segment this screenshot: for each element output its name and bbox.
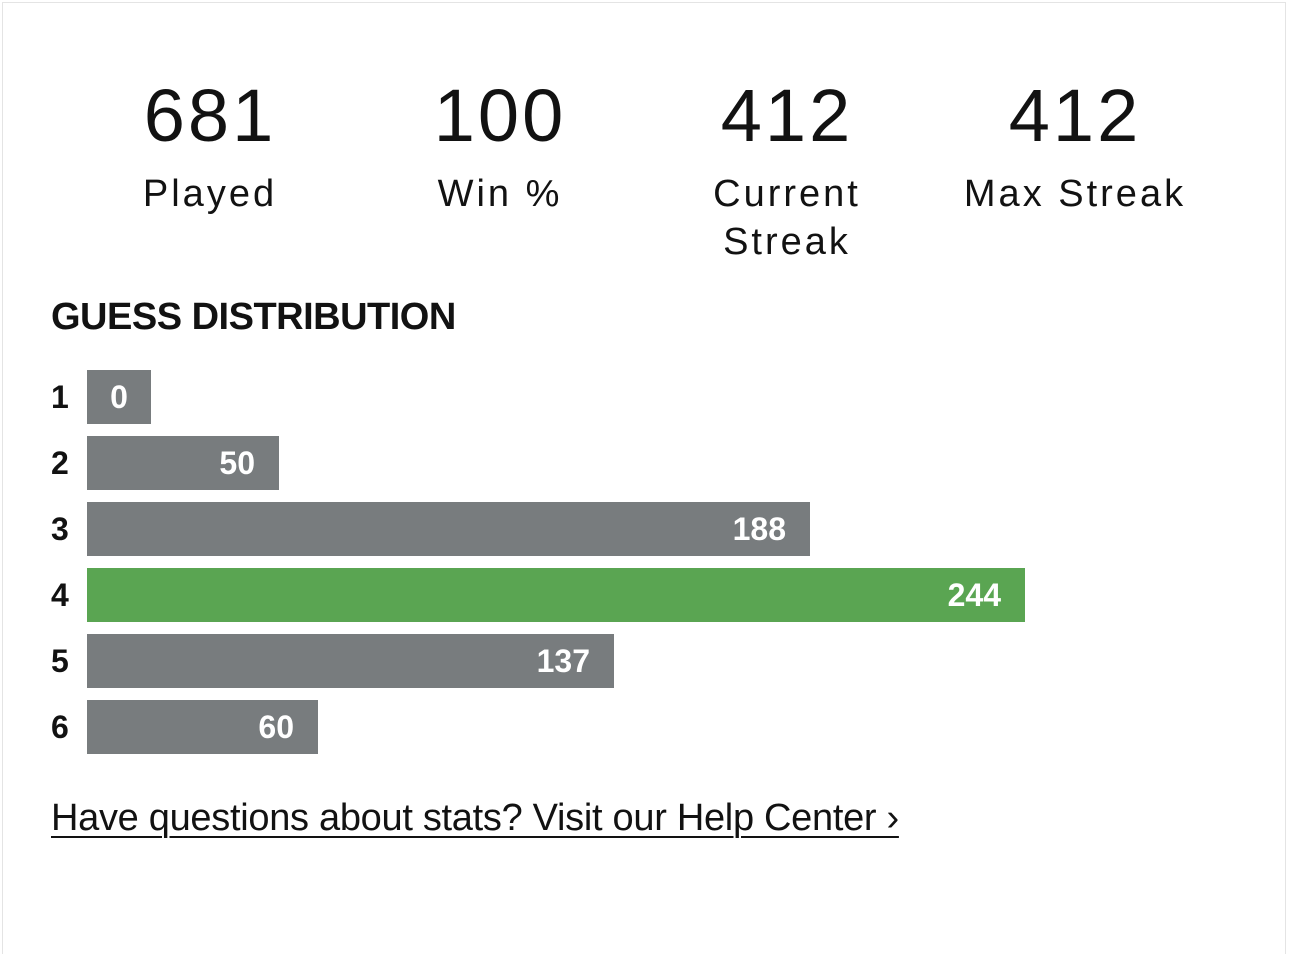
distribution-bar: 244 (87, 568, 1025, 622)
guess-number: 2 (51, 445, 69, 481)
guess-number: 3 (51, 511, 69, 547)
guess-distribution-chart: 1 0 2 50 3 188 4 244 5 137 6 60 (51, 370, 1151, 766)
stat-value: 412 (1008, 74, 1142, 157)
distribution-row: 1 0 (51, 370, 1151, 424)
guess-number: 5 (51, 643, 69, 679)
guess-distribution-title: GUESS DISTRIBUTION (51, 296, 456, 338)
stat-value: 681 (143, 74, 277, 157)
guess-number: 1 (51, 379, 69, 415)
stat-label: Current Streak (713, 173, 861, 263)
help-center-link[interactable]: Have questions about stats? Visit our He… (51, 797, 899, 839)
stat-label: Max Streak (963, 173, 1187, 215)
statistics-summary: 681 Played 100 Win % 412 Current Streak … (0, 78, 1290, 278)
distribution-row: 5 137 (51, 634, 1151, 688)
guess-number: 6 (51, 709, 69, 745)
guess-number: 4 (51, 577, 69, 613)
distribution-row: 3 188 (51, 502, 1151, 556)
stat-win-percent: 100 Win % (370, 78, 630, 218)
stat-played: 681 Played (80, 78, 340, 218)
distribution-row: 6 60 (51, 700, 1151, 754)
distribution-bar: 50 (87, 436, 279, 490)
distribution-bar: 137 (87, 634, 614, 688)
distribution-bar: 0 (87, 370, 151, 424)
stat-value: 412 (720, 74, 854, 157)
stat-label: Win % (437, 173, 563, 215)
stat-label: Played (142, 173, 278, 215)
stat-value: 100 (433, 74, 567, 157)
distribution-bar: 188 (87, 502, 810, 556)
stat-max-streak: 412 Max Streak (944, 78, 1206, 218)
stat-current-streak: 412 Current Streak (657, 78, 917, 266)
distribution-row: 2 50 (51, 436, 1151, 490)
distribution-bar: 60 (87, 700, 318, 754)
distribution-row: 4 244 (51, 568, 1151, 622)
